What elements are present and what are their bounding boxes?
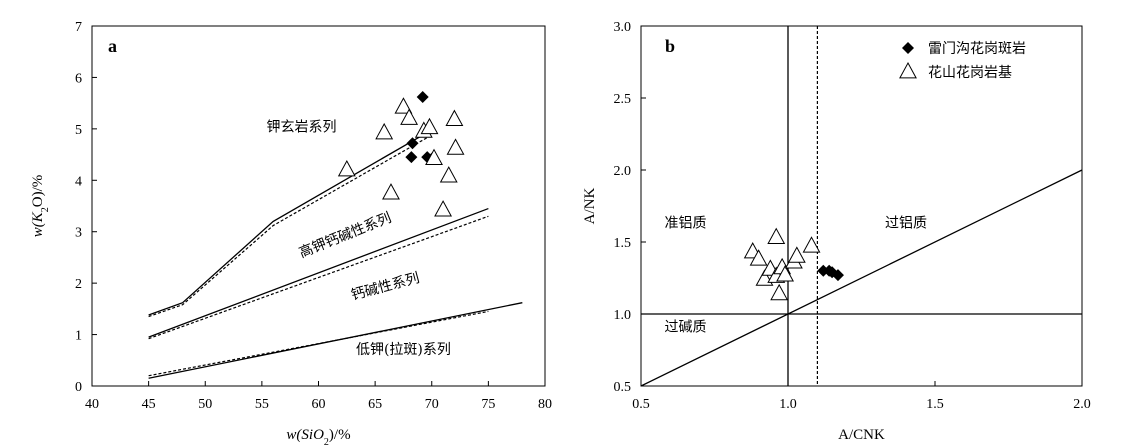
panel-a-y-tick-label: 4	[75, 174, 82, 189]
panel-b-point-triangle	[749, 249, 768, 266]
panel-a-field-label: 高钾钙碱性系列	[297, 209, 394, 261]
panel-a-y-tick-label: 0	[75, 380, 82, 395]
panel-b-y-tick-label: 2.0	[614, 164, 632, 179]
panel-a-x-tick-label: 45	[142, 397, 156, 412]
panel-b-line-diagonal	[640, 169, 1083, 387]
panel-a-point-diamond	[416, 90, 429, 103]
panel-a-boundary-dashed	[148, 215, 489, 340]
panel-a-y-tick-label: 3	[75, 226, 82, 241]
panel-b-point-triangle	[770, 283, 789, 301]
panel-b-field-label: 过铝质	[885, 216, 927, 232]
panel-b-point-triangle	[787, 246, 806, 263]
panel-b-x-tick-label: 2.0	[1073, 397, 1091, 412]
panel-a-label: a	[108, 36, 117, 56]
legend-series-1-label: 雷门沟花岗斑岩	[928, 41, 1026, 57]
panel-a-y-tick-label: 6	[75, 71, 82, 86]
panel-a-point-diamond	[406, 137, 419, 150]
panel-b-plot-frame	[640, 25, 1083, 387]
panel-a-x-tick-label: 60	[312, 397, 326, 412]
panel-b-x-tick-label: 1.5	[926, 397, 944, 412]
panel-a-y-tick-label: 7	[75, 20, 82, 35]
panel-b-field-label: 过碱质	[665, 319, 707, 335]
panel-a-plot-frame	[91, 25, 546, 387]
panel-a-points	[337, 90, 465, 217]
panel-b-x-axis-label: A/CNK	[838, 427, 885, 443]
panel-a-point-triangle	[425, 148, 443, 166]
panel-a-point-triangle	[400, 108, 419, 125]
panel-b-y-tick-label: 1.0	[614, 308, 632, 323]
panel-b-y-tick-label: 1.5	[614, 236, 632, 251]
panel-a-point-triangle	[434, 200, 453, 217]
panel-b-y-tick-label: 2.5	[614, 92, 632, 107]
panel-b-x-tick-label: 0.5	[632, 397, 650, 412]
panel-b-legend: 雷门沟花岗斑岩 花山花岗岩基	[899, 41, 1026, 81]
panel-b-y-tick-label: 0.5	[614, 380, 632, 395]
panel-a-y-tick-label: 2	[75, 277, 82, 292]
panel-a-field-label: 钙碱性系列	[350, 270, 422, 304]
panel-a-boundary-dashed	[148, 134, 433, 318]
legend-diamond-marker	[902, 42, 914, 54]
panel-b-y-tick-label: 3.0	[614, 20, 632, 35]
panel-a-x-tick-label: 40	[85, 397, 99, 412]
panel-b-field-label: 准铝质	[665, 216, 707, 232]
panel-b-point-triangle	[767, 227, 786, 245]
panel-a-point-triangle	[394, 97, 413, 114]
panel-b-points	[743, 227, 844, 301]
panel-a-x-tick-label: 50	[198, 397, 212, 412]
panel-b-x-tick-label: 1.0	[779, 397, 797, 412]
panel-a-boundary-solid	[148, 207, 489, 338]
panel-a-y-tick-label: 1	[75, 329, 82, 344]
panel-b-ticks: 0.5 1.0 1.5 2.0 0.5 1.0 1.5 2.0 2.5 3.0	[614, 20, 1091, 412]
legend-triangle-marker	[899, 61, 917, 79]
panel-b-point-triangle	[802, 236, 821, 253]
panel-b-y-axis-label: A/NK	[582, 188, 598, 225]
panel-a-point-triangle	[420, 117, 439, 135]
panel-b-boundaries	[640, 26, 1083, 387]
panel-a-y-tick-label: 5	[75, 123, 82, 138]
panel-a-point-diamond	[405, 151, 418, 164]
legend-series-2-label: 花山花岗岩基	[928, 64, 1012, 81]
panel-a-boundary-dashed	[148, 310, 489, 377]
panel-a-x-tick-label: 70	[425, 397, 439, 412]
panel-a-point-triangle	[439, 166, 458, 183]
panel-a-x-axis-label: w(SiO2)/%	[286, 427, 350, 447]
panel-a-x-tick-label: 65	[368, 397, 382, 412]
panel-a-point-triangle	[445, 109, 464, 126]
panel-a-x-tick-label: 55	[255, 397, 269, 412]
panel-b-point-diamond	[831, 269, 844, 282]
panel-a-field-label: 低钾(拉斑)系列	[356, 342, 451, 358]
panel-a-point-triangle	[382, 183, 400, 200]
panel-a-y-axis-label: w(K2O)/%	[30, 175, 51, 238]
panel-a-boundaries	[148, 129, 523, 379]
panel-a-point-triangle	[337, 159, 356, 177]
panel-b-point-triangle	[776, 265, 795, 282]
panel-a-field-label: 钾玄岩系列	[267, 118, 337, 135]
panel-a-point-triangle	[446, 138, 465, 155]
panel-b: 0.5 1.0 1.5 2.0 0.5 1.0 1.5 2.0 2.5 3.0 准铝质 过铝质过碱质…	[582, 20, 1091, 443]
panel-a-point-triangle	[375, 122, 394, 140]
panel-b-label: b	[665, 36, 675, 56]
panel-a-x-tick-label: 75	[481, 397, 495, 412]
panel-a-x-tick-label: 80	[538, 397, 552, 412]
